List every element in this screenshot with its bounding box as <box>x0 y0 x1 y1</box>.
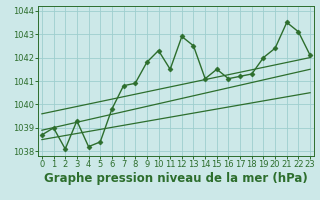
X-axis label: Graphe pression niveau de la mer (hPa): Graphe pression niveau de la mer (hPa) <box>44 172 308 185</box>
